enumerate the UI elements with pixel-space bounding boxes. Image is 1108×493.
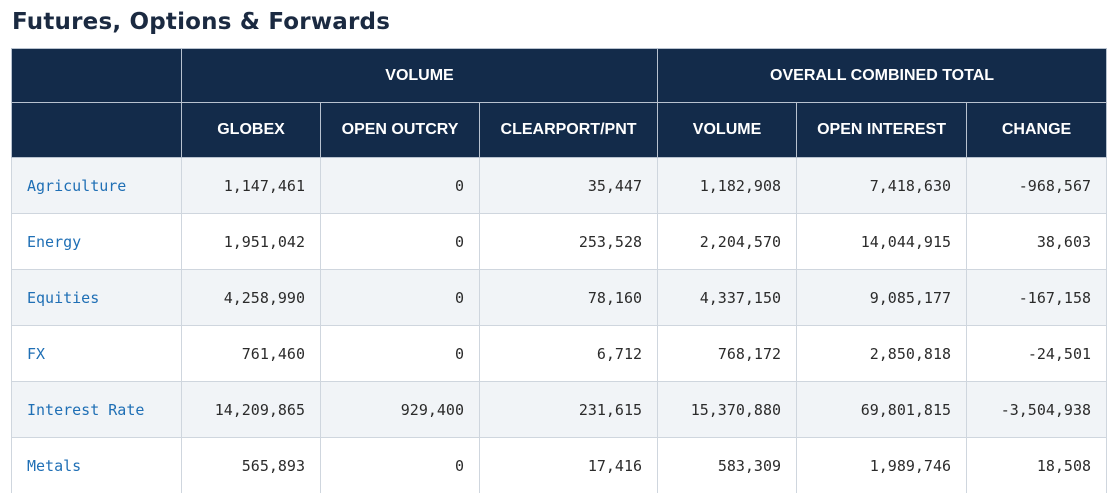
open-outcry-cell: 0 (320, 213, 480, 270)
header-group-volume: VOLUME (180, 48, 659, 103)
category-link-metals[interactable]: Metals (11, 437, 182, 493)
header-group-overall: OVERALL COMBINED TOTAL (657, 48, 1108, 103)
header-open-outcry: OPEN OUTCRY (320, 102, 480, 158)
category-link-fx[interactable]: FX (11, 325, 182, 382)
open-interest-cell: 14,044,915 (796, 213, 968, 270)
globex-cell: 565,893 (181, 437, 321, 493)
change-cell: -24,501 (966, 325, 1108, 382)
group-header-row: VOLUME OVERALL COMBINED TOTAL (11, 48, 1108, 103)
change-cell: -968,567 (966, 157, 1108, 214)
open-interest-cell: 9,085,177 (796, 269, 968, 326)
volume-cell: 15,370,880 (657, 381, 798, 438)
open-interest-cell: 2,850,818 (796, 325, 968, 382)
category-link-energy[interactable]: Energy (11, 213, 182, 270)
open-outcry-cell: 0 (320, 269, 480, 326)
open-outcry-cell: 929,400 (320, 381, 480, 438)
header-change: CHANGE (966, 102, 1108, 158)
globex-cell: 14,209,865 (181, 381, 321, 438)
volume-cell: 4,337,150 (657, 269, 798, 326)
change-cell: -3,504,938 (966, 381, 1108, 438)
clearport-cell: 35,447 (478, 157, 659, 214)
globex-cell: 4,258,990 (181, 269, 321, 326)
volume-table: VOLUME OVERALL COMBINED TOTAL GLOBEX OPE… (11, 48, 1108, 493)
page-title: Futures, Options & Forwards (12, 9, 391, 35)
table-row: Equities 4,258,990 0 78,160 4,337,150 9,… (11, 269, 1108, 326)
category-link-agriculture[interactable]: Agriculture (11, 157, 182, 214)
globex-cell: 1,951,042 (181, 213, 321, 270)
change-cell: 38,603 (966, 213, 1108, 270)
table-row: Interest Rate 14,209,865 929,400 231,615… (11, 381, 1108, 438)
volume-cell: 2,204,570 (657, 213, 798, 270)
table-row: FX 761,460 0 6,712 768,172 2,850,818 -24… (11, 325, 1108, 382)
clearport-cell: 78,160 (478, 269, 659, 326)
open-outcry-cell: 0 (320, 157, 480, 214)
globex-cell: 1,147,461 (181, 157, 321, 214)
table-row: Energy 1,951,042 0 253,528 2,204,570 14,… (11, 213, 1108, 270)
clearport-cell: 17,416 (478, 437, 659, 493)
change-cell: -167,158 (966, 269, 1108, 326)
clearport-cell: 253,528 (478, 213, 659, 270)
category-link-equities[interactable]: Equities (11, 269, 182, 326)
volume-cell: 768,172 (657, 325, 798, 382)
open-interest-cell: 1,989,746 (796, 437, 968, 493)
column-header-row: GLOBEX OPEN OUTCRY CLEARPORT/PNT VOLUME … (11, 102, 1108, 158)
clearport-cell: 231,615 (478, 381, 659, 438)
header-volume: VOLUME (657, 102, 798, 158)
header-blank-category (11, 102, 182, 158)
header-globex: GLOBEX (181, 102, 321, 158)
category-link-interest-rate[interactable]: Interest Rate (11, 381, 182, 438)
table-row: Metals 565,893 0 17,416 583,309 1,989,74… (11, 437, 1108, 493)
table-body: Agriculture 1,147,461 0 35,447 1,182,908… (11, 157, 1108, 493)
clearport-cell: 6,712 (478, 325, 659, 382)
change-cell: 18,508 (966, 437, 1108, 493)
open-outcry-cell: 0 (320, 325, 480, 382)
header-blank (11, 48, 182, 103)
globex-cell: 761,460 (181, 325, 321, 382)
open-interest-cell: 7,418,630 (796, 157, 968, 214)
volume-cell: 583,309 (657, 437, 798, 493)
table-header: VOLUME OVERALL COMBINED TOTAL GLOBEX OPE… (11, 48, 1108, 158)
volume-cell: 1,182,908 (657, 157, 798, 214)
header-clearport: CLEARPORT/PNT (478, 102, 659, 158)
open-interest-cell: 69,801,815 (796, 381, 968, 438)
header-open-interest: OPEN INTEREST (796, 102, 968, 158)
table-row: Agriculture 1,147,461 0 35,447 1,182,908… (11, 157, 1108, 214)
open-outcry-cell: 0 (320, 437, 480, 493)
